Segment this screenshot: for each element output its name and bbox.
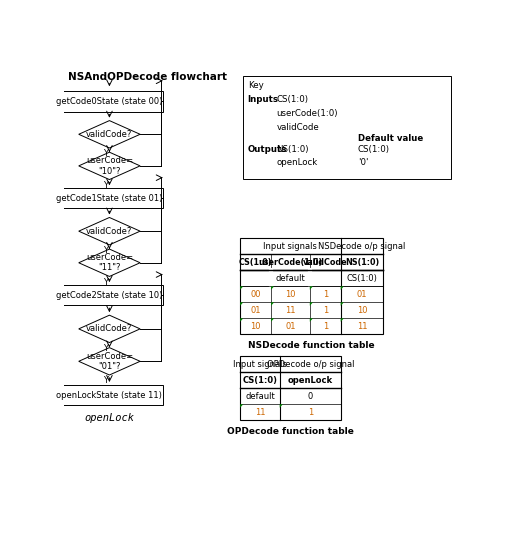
FancyBboxPatch shape <box>56 188 163 208</box>
Polygon shape <box>240 302 243 306</box>
Text: 1: 1 <box>322 306 328 315</box>
Text: NS(1:0): NS(1:0) <box>276 145 309 154</box>
Text: NSDecode o/p signal: NSDecode o/p signal <box>318 242 406 251</box>
Text: validCode?: validCode? <box>86 226 133 236</box>
Text: validCode: validCode <box>303 258 347 267</box>
Text: 11: 11 <box>285 306 296 315</box>
Polygon shape <box>240 404 243 408</box>
Text: CS(1:0): CS(1:0) <box>242 376 277 385</box>
Polygon shape <box>79 315 140 342</box>
FancyBboxPatch shape <box>56 385 163 405</box>
Text: Input signals: Input signals <box>233 360 287 369</box>
Polygon shape <box>240 286 243 290</box>
Polygon shape <box>310 286 313 290</box>
Text: Y: Y <box>103 278 108 287</box>
Polygon shape <box>271 302 274 306</box>
Text: Key: Key <box>248 81 263 90</box>
Text: NSDecode function table: NSDecode function table <box>248 341 375 350</box>
Text: Inputs: Inputs <box>248 95 278 104</box>
FancyBboxPatch shape <box>243 76 451 179</box>
Text: userCode=
"10"?: userCode= "10"? <box>86 156 133 176</box>
Text: openLock: openLock <box>276 158 318 167</box>
Text: NSAndOPDecode flowchart: NSAndOPDecode flowchart <box>68 72 227 82</box>
Text: openLockState (state 11): openLockState (state 11) <box>57 391 162 399</box>
Text: Default value: Default value <box>358 134 423 143</box>
Text: CS(1:0): CS(1:0) <box>239 258 272 267</box>
Polygon shape <box>240 318 243 322</box>
Text: OPDecode o/p signal: OPDecode o/p signal <box>267 360 354 369</box>
Text: Outputs: Outputs <box>248 145 287 154</box>
Text: 0: 0 <box>308 392 313 401</box>
Text: 10: 10 <box>357 306 367 315</box>
Polygon shape <box>79 152 140 179</box>
Text: '0': '0' <box>358 158 368 167</box>
Text: 01: 01 <box>285 322 296 331</box>
Text: userCode(1:0): userCode(1:0) <box>258 258 322 267</box>
Text: CS(1:0): CS(1:0) <box>346 274 378 283</box>
Text: 00: 00 <box>250 290 261 299</box>
Text: Input signals: Input signals <box>264 242 317 251</box>
FancyBboxPatch shape <box>240 356 341 420</box>
Polygon shape <box>310 318 313 322</box>
Text: getCode0State (state 00): getCode0State (state 00) <box>56 97 162 106</box>
Text: Y: Y <box>103 149 108 158</box>
Text: openLock: openLock <box>288 376 333 385</box>
Polygon shape <box>79 348 140 375</box>
Text: Y: Y <box>103 344 108 353</box>
FancyBboxPatch shape <box>56 91 163 112</box>
Text: CS(1:0): CS(1:0) <box>358 145 390 154</box>
Polygon shape <box>341 318 344 322</box>
FancyBboxPatch shape <box>240 238 383 334</box>
Text: 10: 10 <box>285 290 296 299</box>
Text: CS(1:0): CS(1:0) <box>276 95 309 104</box>
Text: NS(1:0): NS(1:0) <box>345 258 379 267</box>
Text: openLock: openLock <box>84 412 134 423</box>
Text: validCode?: validCode? <box>86 324 133 333</box>
Text: default: default <box>245 392 275 401</box>
Text: 01: 01 <box>250 306 261 315</box>
Text: 11: 11 <box>254 408 265 417</box>
Text: userCode=
"11"?: userCode= "11"? <box>86 253 133 272</box>
Polygon shape <box>341 302 344 306</box>
Polygon shape <box>280 404 283 408</box>
Text: 11: 11 <box>357 322 367 331</box>
Text: 1: 1 <box>322 290 328 299</box>
Text: 10: 10 <box>250 322 261 331</box>
FancyBboxPatch shape <box>56 285 163 305</box>
Polygon shape <box>79 120 140 148</box>
Text: Y: Y <box>103 376 108 385</box>
Polygon shape <box>271 286 274 290</box>
Text: default: default <box>275 274 305 283</box>
Polygon shape <box>271 318 274 322</box>
Text: OPDecode function table: OPDecode function table <box>227 427 354 435</box>
Text: validCode: validCode <box>276 123 319 132</box>
Text: 1: 1 <box>308 408 313 417</box>
Text: Y: Y <box>103 181 108 190</box>
Polygon shape <box>310 302 313 306</box>
Polygon shape <box>79 249 140 276</box>
Text: 1: 1 <box>322 322 328 331</box>
Text: userCode(1:0): userCode(1:0) <box>276 109 338 118</box>
Polygon shape <box>341 286 344 290</box>
Text: Y: Y <box>103 246 108 255</box>
Text: 01: 01 <box>357 290 367 299</box>
Text: getCode1State (state 01): getCode1State (state 01) <box>56 194 162 203</box>
Text: userCode=
"01"?: userCode= "01"? <box>86 352 133 371</box>
Text: getCode2State (state 10): getCode2State (state 10) <box>56 290 162 300</box>
Text: validCode?: validCode? <box>86 130 133 139</box>
Polygon shape <box>79 218 140 245</box>
